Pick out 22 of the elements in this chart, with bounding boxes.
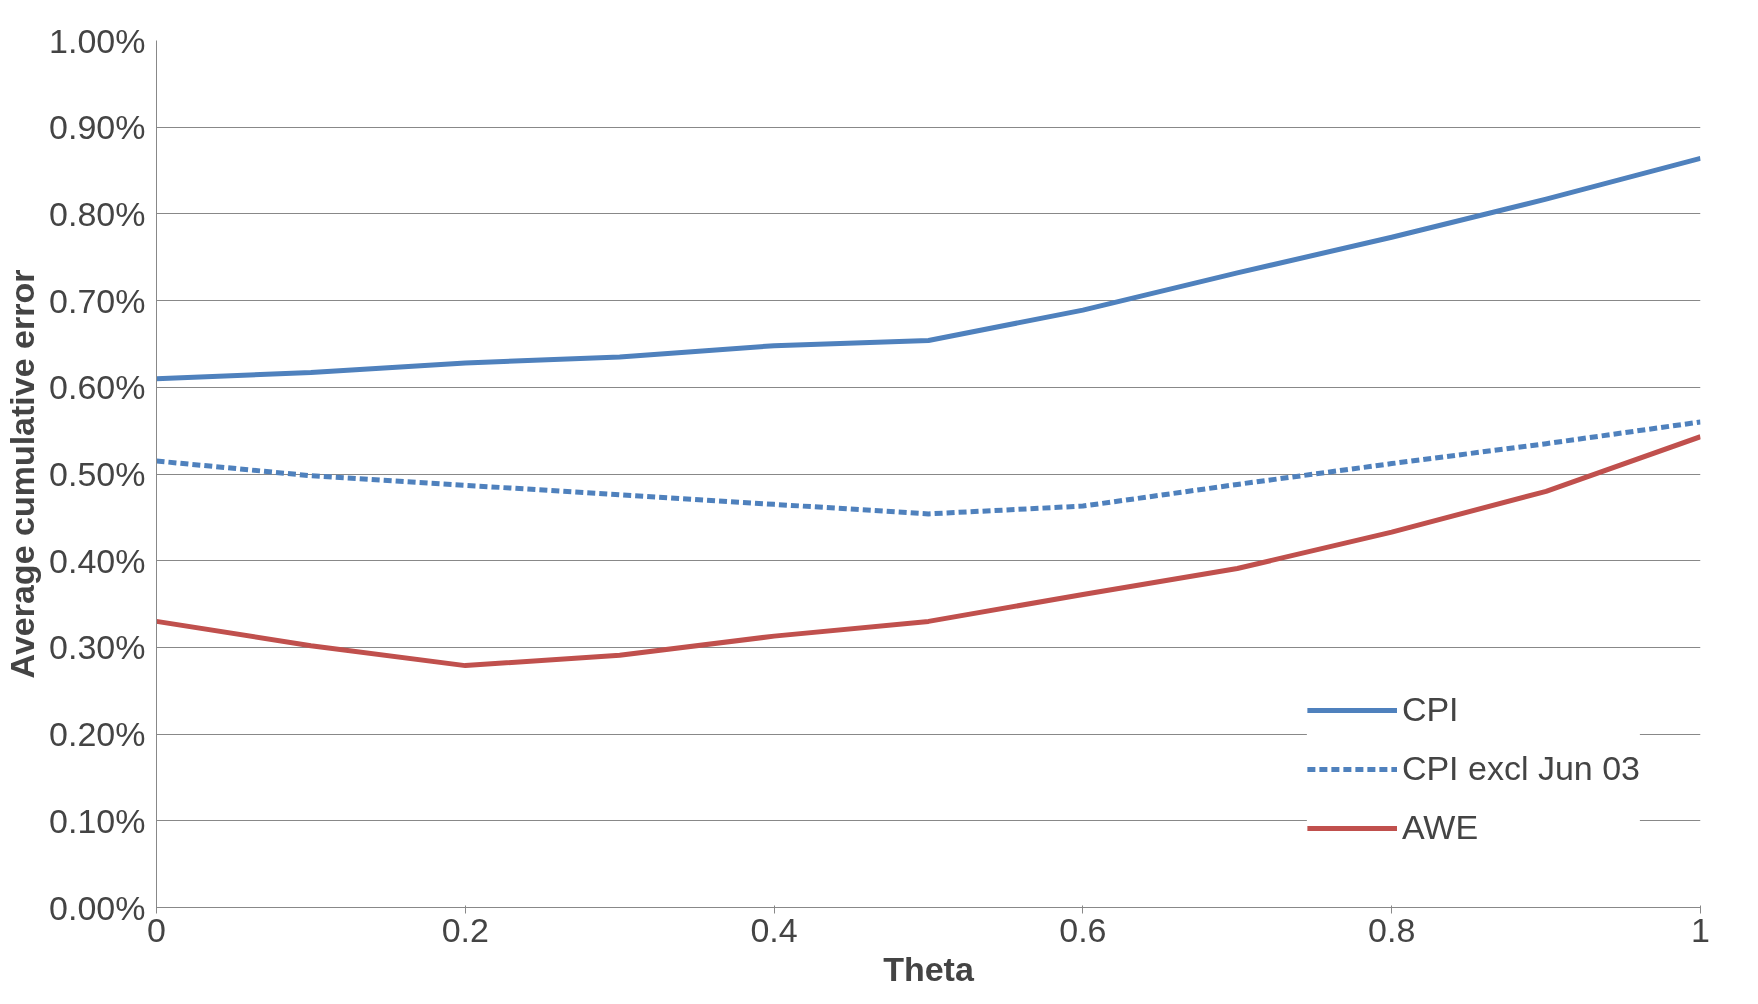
y-tick-label: 0.00%	[49, 888, 146, 927]
legend-label: CPI	[1401, 690, 1459, 729]
y-tick-label: 0.70%	[49, 281, 146, 320]
legend-label: CPI excl Jun 03	[1401, 749, 1640, 788]
x-tick-label: 0	[147, 910, 166, 949]
y-tick-label: 1.00%	[49, 21, 146, 60]
x-tick-label: 1	[1691, 910, 1710, 949]
y-tick-label: 0.40%	[49, 541, 146, 580]
x-tick-label: 0.8	[1368, 910, 1416, 949]
x-tick-label: 0.4	[750, 910, 798, 949]
y-axis-title: Average cumulative error	[3, 269, 42, 679]
y-tick-label: 0.20%	[49, 715, 146, 754]
y-tick-label: 0.60%	[49, 368, 146, 407]
y-tick-label: 0.80%	[49, 194, 146, 233]
y-tick-label: 0.90%	[49, 108, 146, 147]
x-axis-title: Theta	[883, 949, 975, 988]
x-tick-label: 0.2	[441, 910, 489, 949]
y-tick-label: 0.50%	[49, 455, 146, 493]
y-tick-label: 0.10%	[49, 801, 146, 840]
y-tick-label: 0.30%	[49, 628, 146, 667]
x-tick-label: 0.6	[1059, 910, 1107, 949]
legend-label: AWE	[1401, 808, 1479, 847]
